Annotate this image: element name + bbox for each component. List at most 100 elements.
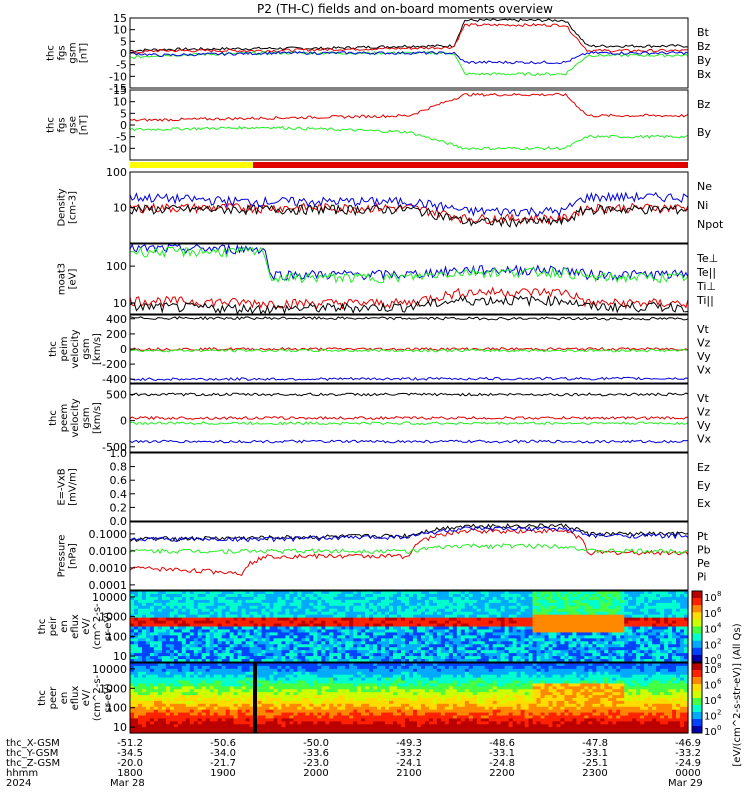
- spectrogram-cell: [273, 659, 279, 663]
- spectrogram-cell: [357, 724, 362, 728]
- spectrogram-cell: [349, 668, 354, 673]
- spectrogram-cell: [141, 715, 147, 720]
- spectrogram-cell: [584, 608, 589, 613]
- spectrogram-cell: [237, 608, 243, 613]
- spectrogram-cell: [281, 715, 287, 720]
- spectrogram-cell: [484, 605, 490, 610]
- spectrogram-cell: [664, 602, 669, 607]
- spectrogram-cell: [321, 665, 326, 670]
- spectrogram-cell: [217, 700, 223, 705]
- spectrogram-cell: [249, 671, 255, 676]
- spectrogram-cell: [281, 591, 287, 595]
- spectrogram-cell: [528, 641, 534, 645]
- spectrogram-cell: [369, 617, 374, 622]
- spectrogram-cell: [181, 686, 187, 690]
- spectrogram-cell: [189, 683, 195, 687]
- y-tick-label: 1000: [99, 611, 127, 624]
- spectrogram-cell: [293, 629, 298, 634]
- spectrogram-cell: [137, 599, 143, 604]
- spectrogram-cell: [365, 593, 370, 598]
- spectrogram-cell: [157, 677, 163, 682]
- spectrogram-cell: [225, 641, 231, 645]
- spectrogram-cell: [520, 617, 526, 622]
- spectrogram-cell: [229, 677, 235, 682]
- spectrogram-cell: [189, 623, 195, 628]
- spectrogram-cell: [177, 653, 183, 657]
- spectrogram-cell: [273, 712, 279, 717]
- spectrogram-cell: [229, 617, 235, 622]
- spectrogram-cell: [289, 659, 295, 663]
- spectrogram-cell: [648, 611, 653, 616]
- spectrogram-cell: [181, 730, 187, 734]
- spectrogram-cell: [652, 596, 657, 601]
- spectrogram-cell: [357, 680, 362, 685]
- spectrogram-cell: [580, 617, 585, 622]
- spectrogram-cell: [130, 659, 135, 663]
- spectrogram-cell: [333, 629, 338, 634]
- spectrogram-cell: [225, 653, 231, 657]
- spectrogram-cell: [169, 686, 175, 690]
- spectrogram-cell: [672, 635, 677, 639]
- spectrogram-cell: [245, 644, 251, 648]
- spectrogram-cell: [548, 626, 554, 631]
- spectrogram-cell: [484, 629, 490, 634]
- spectrogram-cell: [269, 647, 275, 651]
- spectrogram-cell: [173, 721, 179, 725]
- spectrogram-cell: [133, 698, 139, 702]
- spectrogram-cell: [221, 715, 227, 720]
- spectrogram-cell: [229, 668, 235, 673]
- spectrogram-cell: [301, 724, 306, 728]
- spectrogram-cell: [612, 641, 617, 645]
- spectrogram-cell: [548, 629, 554, 634]
- spectrogram-cell: [564, 599, 570, 604]
- spectrogram-cell: [516, 591, 522, 595]
- spectrogram-cell: [269, 689, 275, 693]
- spectrogram-cell: [281, 695, 287, 699]
- spectrogram-cell: [345, 680, 350, 685]
- spectrogram-cell: [373, 644, 378, 648]
- spectrogram-cell: [640, 602, 645, 607]
- spectrogram-cell: [620, 632, 625, 636]
- spectrogram-cell: [133, 727, 139, 731]
- y-tick-label: -500: [102, 441, 127, 454]
- spectrogram-cell: [297, 653, 302, 657]
- spectrogram-cell: [409, 626, 414, 631]
- spectrogram-cell: [153, 599, 159, 604]
- spectrogram-cell: [193, 695, 199, 699]
- spectrogram-cell: [269, 626, 275, 631]
- spectrogram-cell: [305, 686, 310, 690]
- spectrogram-cell: [405, 611, 410, 616]
- spectrogram-cell: [660, 641, 665, 645]
- spectrogram-cell: [468, 593, 474, 598]
- spectrogram-cell: [652, 650, 657, 654]
- spectrogram-cell: [245, 638, 251, 642]
- spectrogram-cell: [233, 647, 239, 651]
- spectrogram-cell: [197, 635, 203, 639]
- spectrogram-cell: [401, 650, 406, 654]
- spectrogram-cell: [229, 680, 235, 685]
- spectrogram-cell: [273, 686, 279, 690]
- spectrogram-cell: [165, 692, 171, 696]
- spectrogram-cell: [277, 724, 283, 728]
- spectrogram-cell: [536, 593, 542, 598]
- spectrogram-cell: [592, 638, 597, 642]
- spectrogram-cell: [169, 638, 175, 642]
- spectrogram-cell: [369, 608, 374, 613]
- spectrogram-cell: [181, 647, 187, 651]
- spectrogram-cell: [269, 653, 275, 657]
- spectrogram-cell: [189, 712, 195, 717]
- spectrogram-cell: [329, 641, 334, 645]
- y-tick-label: 0: [120, 343, 127, 356]
- spectrogram-cell: [333, 665, 338, 670]
- spectrogram-cell: [317, 591, 322, 595]
- spectrogram-cell: [508, 620, 514, 625]
- spectrogram-cell: [484, 593, 490, 598]
- spectrogram-cell: [632, 596, 637, 601]
- spectrogram-cell: [205, 730, 211, 734]
- spectrogram-cell: [440, 647, 446, 651]
- spectrogram-cell: [456, 638, 462, 642]
- spectrogram-cell: [353, 650, 358, 654]
- spectrogram-cell: [201, 712, 207, 717]
- spectrogram-cell: [309, 718, 314, 722]
- spectrogram-cell: [193, 623, 199, 628]
